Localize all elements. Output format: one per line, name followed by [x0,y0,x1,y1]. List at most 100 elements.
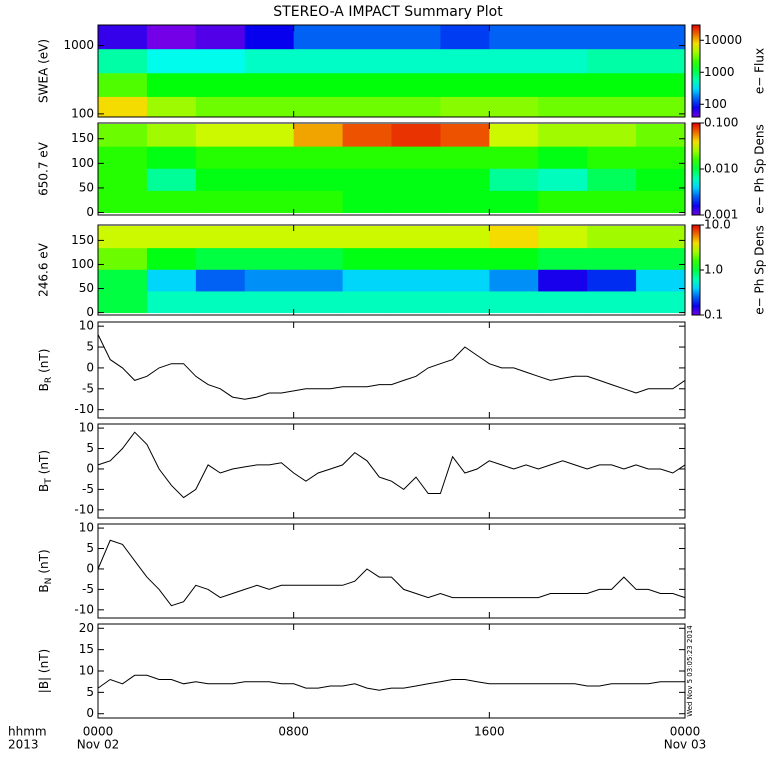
heatmap-cell [489,146,539,169]
heatmap-cell [636,146,686,169]
heatmap-cell [195,225,246,249]
colorbar [691,122,701,216]
heatmap-cell [391,290,441,314]
heatmap-cell [587,72,637,97]
colorbar-tick-label: 0.1 [704,308,723,322]
y-tick-label: 1000 [63,38,94,52]
heatmap-cell [440,269,490,292]
heatmap-cell [244,290,295,314]
y-tick-label: -10 [74,602,94,616]
y-tick-label: 5 [86,685,94,699]
heatmap-cell [342,225,392,249]
heatmap-cell [538,123,588,147]
time-row-label: hhmm [8,725,47,739]
y-axis-label: BN (nT) [37,549,54,592]
y-label-sub: N [44,578,54,585]
heatmap-cell [342,72,392,97]
heatmap-cell [440,48,490,74]
heatmap-cell [440,190,490,214]
colorbar-tick-label: 10.0 [704,218,731,232]
heatmap-cell [391,269,441,292]
heatmap-cell [489,25,539,50]
heatmap-cell [195,290,246,314]
heatmap-cell [489,247,539,270]
y-label-sub: R [44,377,54,383]
heatmap-cell [195,123,246,147]
heatmap-cell [146,269,197,292]
colorbar-tick-label: 10000 [704,33,742,47]
colorbar-tick-label: 100 [704,97,727,111]
x-tick-label: 1600 [474,725,505,739]
timestamp: Wed Nov 5 03:05:23 2014 [686,625,694,717]
heatmap-cell [538,247,588,270]
heatmap-cell [440,96,490,118]
y-tick-label: 150 [71,131,94,145]
heatmap-cell [293,290,344,314]
colorbar-tick-label: 0.010 [704,162,738,176]
heatmap-cell [244,123,295,147]
heatmap-cell [293,190,344,214]
heatmap-cell [244,190,295,214]
x-date-label: Nov 03 [664,738,707,752]
colorbar-label: e− Ph Sp Dens [753,124,767,213]
heatmap-cell [587,146,637,169]
heatmap-cell [538,72,588,97]
y-tick-label: 100 [71,156,94,170]
y-axis-label: |B| (nT) [37,649,51,693]
heatmap-cell [489,225,539,249]
year-label: 2013 [8,738,39,752]
y-label-main: |B| (nT) [37,649,51,693]
heatmap-cell [489,290,539,314]
heatmap-cell [244,225,295,249]
heatmap-cell [98,25,148,50]
heatmap-cell [489,269,539,292]
y-tick-label: 20 [79,621,94,635]
y-axis-label: BR (nT) [37,349,54,392]
heatmap-cell [440,290,490,314]
heatmap-cell [342,96,392,118]
heatmap-cell [587,190,637,214]
colorbar-tick-label: 0.001 [704,208,738,222]
y-tick-label: 50 [79,180,94,194]
heatmap-cell [342,25,392,50]
heatmap-cell [636,123,686,147]
x-date-label: Nov 02 [77,738,120,752]
y-tick-label: 0 [86,305,94,319]
y-tick-label: 15 [79,642,94,656]
panel: 100 1000 10000 e− Flux SWEA (eV) 100 1000 [37,24,767,120]
panel: BN (nT) -10 -5 0 5 10 [37,521,686,619]
heatmap-cell [146,168,197,191]
y-tick-label: -10 [74,502,94,516]
y-label-main: B [37,383,51,391]
heatmap-cell [587,168,637,191]
heatmap-cell [146,290,197,314]
heatmap-cell [636,25,686,50]
plot-title: STEREO-A IMPACT Summary Plot [273,4,503,20]
heatmap-cell [489,48,539,74]
y-label-main: B [37,484,51,492]
heatmap-cell [146,96,197,118]
heatmap-cell [244,269,295,292]
heatmap-cell [342,269,392,292]
heatmap-cell [195,269,246,292]
heatmap-cell [391,48,441,74]
heatmap-cell [98,123,148,147]
heatmap-cell [391,190,441,214]
heatmap-cell [538,290,588,314]
heatmap-cell [98,72,148,97]
heatmap-cell [244,168,295,191]
heatmap-cell [391,96,441,118]
heatmap-cell [636,190,686,214]
heatmap-cell [636,96,686,118]
panel-frame [97,523,686,619]
heatmap-cell [636,247,686,270]
heatmap-cell [98,146,148,169]
heatmap-cell [636,225,686,249]
heatmap-cell [342,290,392,314]
heatmap-cell [391,72,441,97]
heatmap-cell [293,269,344,292]
heatmap-cell [342,146,392,169]
heatmap-cell [195,168,246,191]
heatmap-cell [440,225,490,249]
heatmap-cell [195,72,246,97]
